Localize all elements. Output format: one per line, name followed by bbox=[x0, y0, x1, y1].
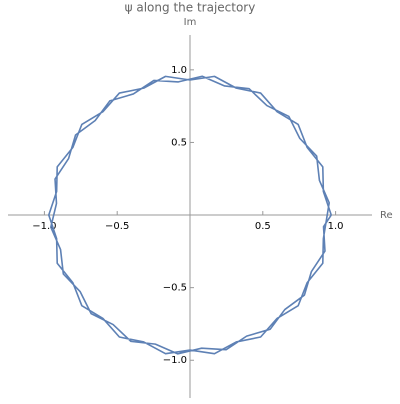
y-tick-label: −0.5 bbox=[163, 283, 187, 294]
x-tick-label: 0.5 bbox=[255, 221, 271, 232]
chart-title: ψ along the trajectory bbox=[125, 1, 256, 15]
y-axis-label: Im bbox=[184, 17, 197, 28]
y-tick-label: 1.0 bbox=[171, 65, 187, 76]
y-tick-label: 0.5 bbox=[171, 137, 187, 148]
trajectory-line bbox=[47, 75, 332, 355]
x-tick-label: −0.5 bbox=[105, 221, 129, 232]
x-axis-label: Re bbox=[380, 210, 393, 221]
x-tick-label: −1.0 bbox=[32, 221, 56, 232]
x-tick-label: 1.0 bbox=[328, 221, 344, 232]
y-tick-label: −1.0 bbox=[163, 355, 187, 366]
